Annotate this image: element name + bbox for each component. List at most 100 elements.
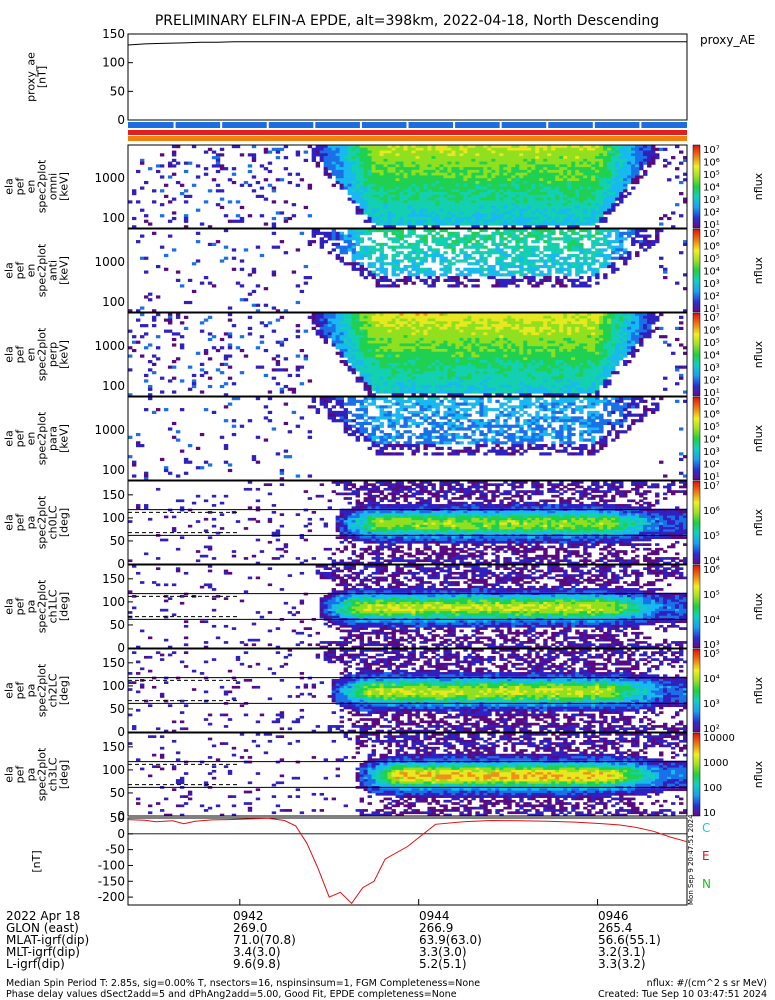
spectrogram-pixel bbox=[587, 248, 592, 252]
spectrogram-pixel bbox=[579, 158, 584, 162]
spectrogram-pixel bbox=[499, 267, 504, 271]
spectrogram-pixel bbox=[643, 147, 648, 151]
spectrogram-pixel bbox=[571, 147, 576, 151]
spectrogram-pixel bbox=[591, 216, 596, 221]
spectrogram-pixel bbox=[451, 240, 456, 244]
spectrogram-pixel bbox=[615, 245, 620, 249]
spectrogram-pixel bbox=[451, 315, 456, 319]
spectrogram-pixel bbox=[527, 313, 532, 317]
spectrogram-pixel bbox=[367, 180, 372, 185]
spectrogram-pixel bbox=[427, 186, 432, 190]
spectrogram-pixel bbox=[387, 161, 392, 165]
spectrogram-pixel bbox=[387, 318, 392, 322]
spectrogram-pixel bbox=[563, 169, 568, 174]
spectrogram-pixel bbox=[463, 245, 468, 249]
spectrogram-pixel bbox=[395, 376, 400, 380]
spectrogram-pixel bbox=[143, 214, 149, 218]
spectrogram-pixel bbox=[407, 329, 412, 333]
spectrogram-pixel bbox=[559, 216, 564, 221]
spectrogram-pixel bbox=[431, 313, 436, 317]
spectrogram-pixel bbox=[359, 150, 364, 154]
spectrogram-pixel bbox=[427, 208, 432, 212]
spectrogram-pixel bbox=[271, 376, 277, 380]
spectrogram-pixel bbox=[343, 172, 348, 176]
spectrogram-pixel bbox=[591, 270, 596, 274]
spectrogram-pixel bbox=[463, 351, 468, 355]
spectrogram-pixel bbox=[583, 147, 588, 151]
spectrogram-pixel bbox=[539, 278, 544, 282]
spectrogram-pixel bbox=[359, 186, 364, 190]
spectrogram-pixel bbox=[543, 234, 548, 238]
spectrogram-pixel bbox=[511, 379, 516, 383]
spectrogram-pixel bbox=[427, 313, 432, 317]
spectrogram-pixel bbox=[547, 273, 552, 277]
spectrogram-pixel bbox=[423, 214, 428, 218]
spectrogram-pixel bbox=[399, 197, 404, 201]
spectrogram-pixel bbox=[251, 189, 257, 193]
spectrogram-pixel bbox=[491, 368, 496, 372]
spectrogram-pixel bbox=[523, 237, 528, 241]
spectrogram-pixel bbox=[523, 219, 528, 223]
spectrogram-pixel bbox=[407, 242, 412, 246]
spectrogram-pixel bbox=[319, 145, 325, 149]
spectrogram-pixel bbox=[611, 189, 616, 193]
spectrogram-pixel bbox=[491, 351, 496, 355]
spectrogram-pixel bbox=[371, 208, 376, 212]
spectrogram-pixel bbox=[479, 273, 484, 277]
spectrogram-pixel bbox=[355, 253, 360, 258]
spectrogram-pixel bbox=[359, 145, 364, 149]
spectrogram-pixel bbox=[543, 225, 548, 229]
spectrogram-pixel bbox=[575, 145, 580, 149]
spectrogram-pixel bbox=[663, 270, 668, 274]
spectrogram-pixel bbox=[431, 169, 436, 174]
spectrogram-pixel bbox=[511, 231, 516, 235]
spectrogram-pixel bbox=[571, 161, 576, 165]
spectrogram-pixel bbox=[579, 284, 584, 288]
spectrogram-pixel bbox=[475, 180, 480, 185]
spectrogram-pixel bbox=[507, 180, 512, 185]
spectrogram-pixel bbox=[415, 348, 420, 353]
spectrogram-pixel bbox=[187, 365, 193, 369]
spectrogram-pixel bbox=[587, 172, 592, 176]
spectrogram-pixel bbox=[415, 332, 420, 336]
spectrogram-pixel bbox=[515, 147, 520, 151]
spectrogram-pixel bbox=[607, 156, 612, 160]
spectrogram-pixel bbox=[595, 197, 600, 201]
spectrogram-pixel bbox=[347, 229, 352, 233]
spectrogram-pixel bbox=[551, 158, 556, 162]
spectrogram-pixel bbox=[631, 175, 636, 179]
spectrogram-pixel bbox=[523, 337, 528, 342]
spectrogram-pixel bbox=[487, 354, 492, 358]
spectrogram-pixel bbox=[295, 172, 301, 176]
spectrogram-pixel bbox=[363, 158, 368, 162]
spectrogram-pixel bbox=[463, 365, 468, 369]
spectrogram-pixel bbox=[571, 167, 576, 171]
spectrogram-pixel bbox=[555, 208, 560, 212]
spectrogram-pixel bbox=[515, 245, 520, 249]
spectrogram-pixel bbox=[395, 145, 400, 149]
spectrogram-pixel bbox=[435, 219, 440, 223]
spectrogram-pixel bbox=[571, 219, 576, 223]
spectrogram-pixel bbox=[471, 376, 476, 380]
spectrogram-pixel bbox=[427, 231, 432, 235]
spectrogram-pixel bbox=[499, 219, 504, 223]
spectrogram-pixel bbox=[331, 161, 337, 165]
spectrogram-pixel bbox=[415, 251, 420, 255]
spectrogram-pixel bbox=[571, 164, 576, 168]
spectrogram-pixel bbox=[463, 158, 468, 162]
spectrogram-pixel bbox=[591, 208, 596, 212]
spectrogram-pixel bbox=[427, 357, 432, 361]
spectrogram-pixel bbox=[395, 245, 400, 249]
spectrogram-pixel bbox=[635, 175, 640, 179]
spectrogram-pixel bbox=[339, 234, 345, 238]
spectrogram-pixel bbox=[355, 351, 360, 355]
spectrogram-pixel bbox=[567, 262, 572, 266]
spectrogram-pixel bbox=[403, 335, 408, 339]
spectrogram-pixel bbox=[439, 267, 444, 271]
spectrogram-pixel bbox=[455, 167, 460, 171]
spectrogram-pixel bbox=[399, 324, 404, 328]
spectrogram-pixel bbox=[603, 208, 608, 212]
spectrogram-pixel bbox=[411, 384, 416, 389]
spectrogram-pixel bbox=[355, 158, 360, 162]
spectrogram-pixel bbox=[327, 164, 333, 168]
